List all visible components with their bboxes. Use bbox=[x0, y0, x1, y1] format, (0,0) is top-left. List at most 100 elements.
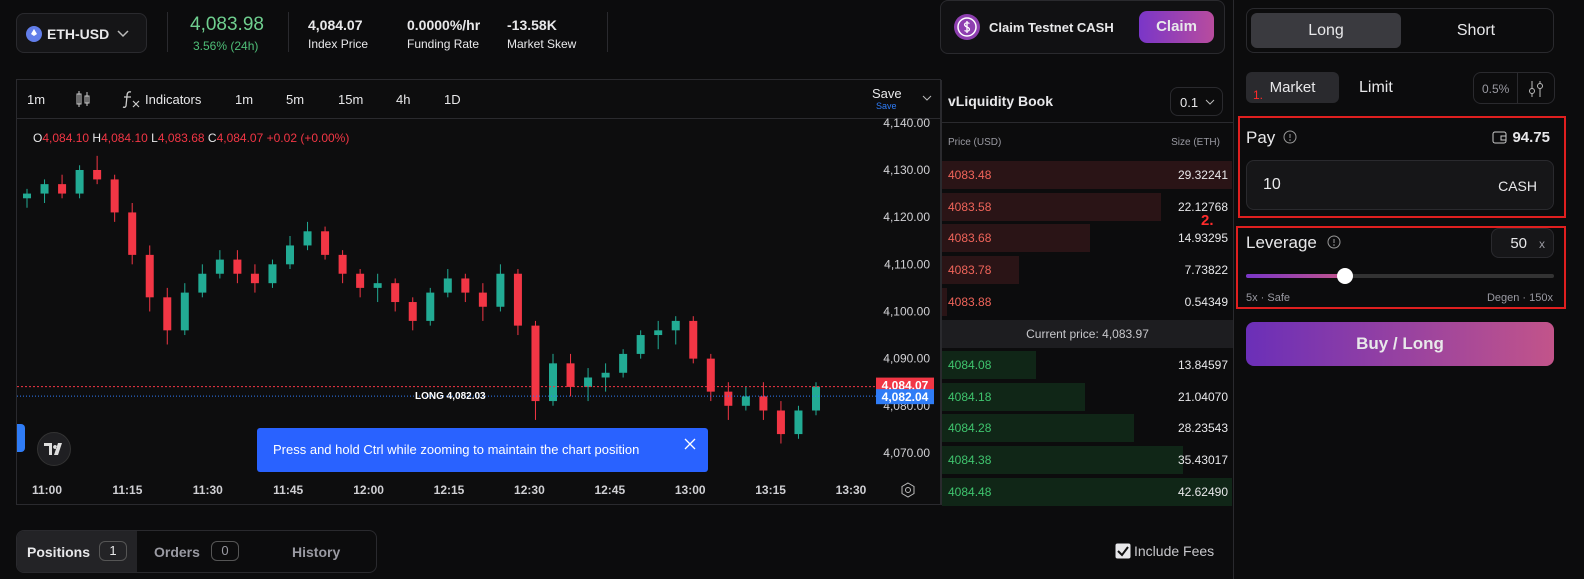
include-fees: Include Fees bbox=[1134, 543, 1215, 559]
x-tick-label: 12:30 bbox=[514, 483, 545, 497]
candle-body bbox=[654, 330, 663, 336]
pay-label: Pay bbox=[1246, 128, 1276, 147]
candle-body bbox=[215, 259, 224, 274]
stat-value: 0.0000%/hr bbox=[407, 17, 481, 33]
orderbook-row[interactable]: 4083.58 22.12768 bbox=[941, 192, 1232, 221]
legend-key: C bbox=[207, 131, 217, 145]
stat-value: -13.58K bbox=[507, 17, 557, 33]
candle-body bbox=[163, 297, 172, 331]
candle-body bbox=[478, 292, 487, 307]
limit-tab[interactable]: Limit bbox=[1359, 79, 1393, 96]
depth-bar bbox=[942, 351, 1037, 379]
price: 4084.18 bbox=[948, 389, 992, 404]
size: 22.12768 bbox=[1177, 199, 1228, 214]
tab[interactable]: History bbox=[292, 544, 341, 560]
candle-body bbox=[373, 283, 382, 288]
candle-body bbox=[513, 273, 522, 326]
candle-body bbox=[636, 335, 645, 354]
candle-body bbox=[338, 254, 347, 274]
orderbook-row[interactable]: 4083.68 14.93295 bbox=[941, 224, 1232, 253]
legend-key: O bbox=[33, 131, 43, 145]
long-tab[interactable]: Long bbox=[1251, 13, 1401, 48]
x-tick-label: 13:30 bbox=[836, 483, 867, 497]
orderbook-row[interactable]: 4083.88 0.54349 bbox=[941, 287, 1232, 316]
interval-button[interactable]: 1m bbox=[235, 92, 254, 107]
settings-icon[interactable] bbox=[900, 482, 916, 498]
interval-button[interactable]: 5m bbox=[286, 92, 305, 107]
price: 4083.48 bbox=[948, 168, 992, 182]
orderbook-row[interactable]: 4084.08 13.84597 bbox=[941, 351, 1232, 379]
tv-icon bbox=[44, 443, 62, 455]
depth-bar bbox=[942, 256, 1019, 285]
orderbook-row[interactable]: 4084.18 21.04070 bbox=[941, 382, 1232, 411]
candle-body bbox=[741, 396, 750, 406]
size: 7.73822 bbox=[1184, 263, 1228, 278]
step-select[interactable]: 0.1 bbox=[1170, 87, 1223, 116]
candle-body bbox=[443, 278, 452, 293]
side-toggle[interactable] bbox=[17, 424, 25, 452]
candle-body bbox=[145, 254, 154, 298]
highlight-box bbox=[1236, 226, 1566, 309]
pay-amount: 10 bbox=[1263, 176, 1281, 193]
pair: ETH-USD bbox=[47, 26, 110, 42]
legend-value: 4,083.68 bbox=[157, 131, 205, 145]
toast-text: Press and hold Ctrl while zooming to mai… bbox=[273, 442, 640, 457]
claim-button[interactable]: Claim bbox=[1139, 11, 1214, 43]
toast-close[interactable] bbox=[684, 438, 696, 450]
chevron[interactable] bbox=[922, 95, 932, 103]
size: 14.93295 bbox=[1177, 231, 1228, 246]
orderbook-row[interactable]: 4084.38 35.43017 bbox=[941, 446, 1232, 475]
interval-button[interactable]: 4h bbox=[396, 92, 411, 107]
candle-body bbox=[180, 292, 189, 331]
depth-bar bbox=[942, 382, 1086, 411]
pay-input[interactable]: 10 CASH bbox=[1246, 160, 1554, 210]
x-tick-label: 11:30 bbox=[193, 483, 223, 497]
fx-icon[interactable] bbox=[122, 89, 142, 109]
balance: 94.75 bbox=[1512, 129, 1550, 146]
x-tick-label: 12:15 bbox=[434, 483, 465, 497]
candlestick-chart: 4,070.004,080.004,090.004,100.004,110.00… bbox=[17, 116, 934, 497]
tv-logo[interactable] bbox=[37, 432, 71, 466]
step-value: 0.1 bbox=[1180, 95, 1199, 110]
orderbook-row[interactable]: 4084.28 28.23543 bbox=[941, 414, 1232, 443]
save-button[interactable]: Save bbox=[872, 86, 902, 101]
depth-bar bbox=[942, 446, 1184, 475]
price: 4084.38 bbox=[948, 453, 992, 468]
slider-min: 5x · Safe bbox=[1246, 292, 1291, 304]
candle-type-icon[interactable] bbox=[75, 90, 91, 108]
interval-button[interactable]: 1D bbox=[444, 92, 461, 107]
tab-active-bg bbox=[17, 531, 137, 572]
checkbox[interactable] bbox=[1115, 543, 1131, 559]
divider bbox=[942, 122, 1233, 123]
size: 35.43017 bbox=[1177, 453, 1228, 468]
tab[interactable]: Orders bbox=[154, 544, 200, 560]
slippage-box[interactable]: 0.5% bbox=[1473, 72, 1555, 104]
interval-button[interactable]: 15m bbox=[338, 92, 364, 107]
candle-body bbox=[93, 169, 102, 180]
indicators-button[interactable]: Indicators bbox=[145, 92, 202, 107]
legend-value: 4,084.10 bbox=[42, 131, 90, 145]
orderbook-row[interactable]: 4084.48 42.62490 bbox=[941, 477, 1232, 506]
orderbook-row[interactable]: 4083.78 7.73822 bbox=[941, 256, 1232, 285]
slider-knob[interactable] bbox=[1337, 268, 1353, 284]
divider bbox=[607, 12, 608, 52]
short-tab[interactable]: Short bbox=[1456, 22, 1496, 39]
interval-button[interactable]: 1m bbox=[27, 92, 46, 107]
size: 0.54349 bbox=[1184, 294, 1228, 309]
leverage-unit: x bbox=[1539, 237, 1545, 251]
leverage-input[interactable]: 50 x bbox=[1491, 228, 1554, 258]
tab[interactable]: Positions bbox=[27, 544, 91, 560]
stat-label: Index Price bbox=[308, 37, 369, 51]
market-tab[interactable]: Market bbox=[1246, 72, 1339, 103]
info-icon bbox=[1327, 235, 1341, 249]
annotation: 2. bbox=[1201, 212, 1214, 229]
price: 4083.58 bbox=[948, 199, 992, 214]
buy-button[interactable]: Buy / Long bbox=[1246, 322, 1554, 366]
candle-body bbox=[584, 377, 593, 387]
side-toggle: Long Short bbox=[1246, 8, 1554, 53]
slider-track[interactable] bbox=[1246, 274, 1554, 278]
candle-body bbox=[40, 184, 49, 194]
pair-selector[interactable]: ETH-USD bbox=[16, 13, 147, 53]
candle-body bbox=[566, 363, 575, 387]
orderbook-row[interactable]: 4083.48 29.32241 bbox=[941, 161, 1232, 189]
